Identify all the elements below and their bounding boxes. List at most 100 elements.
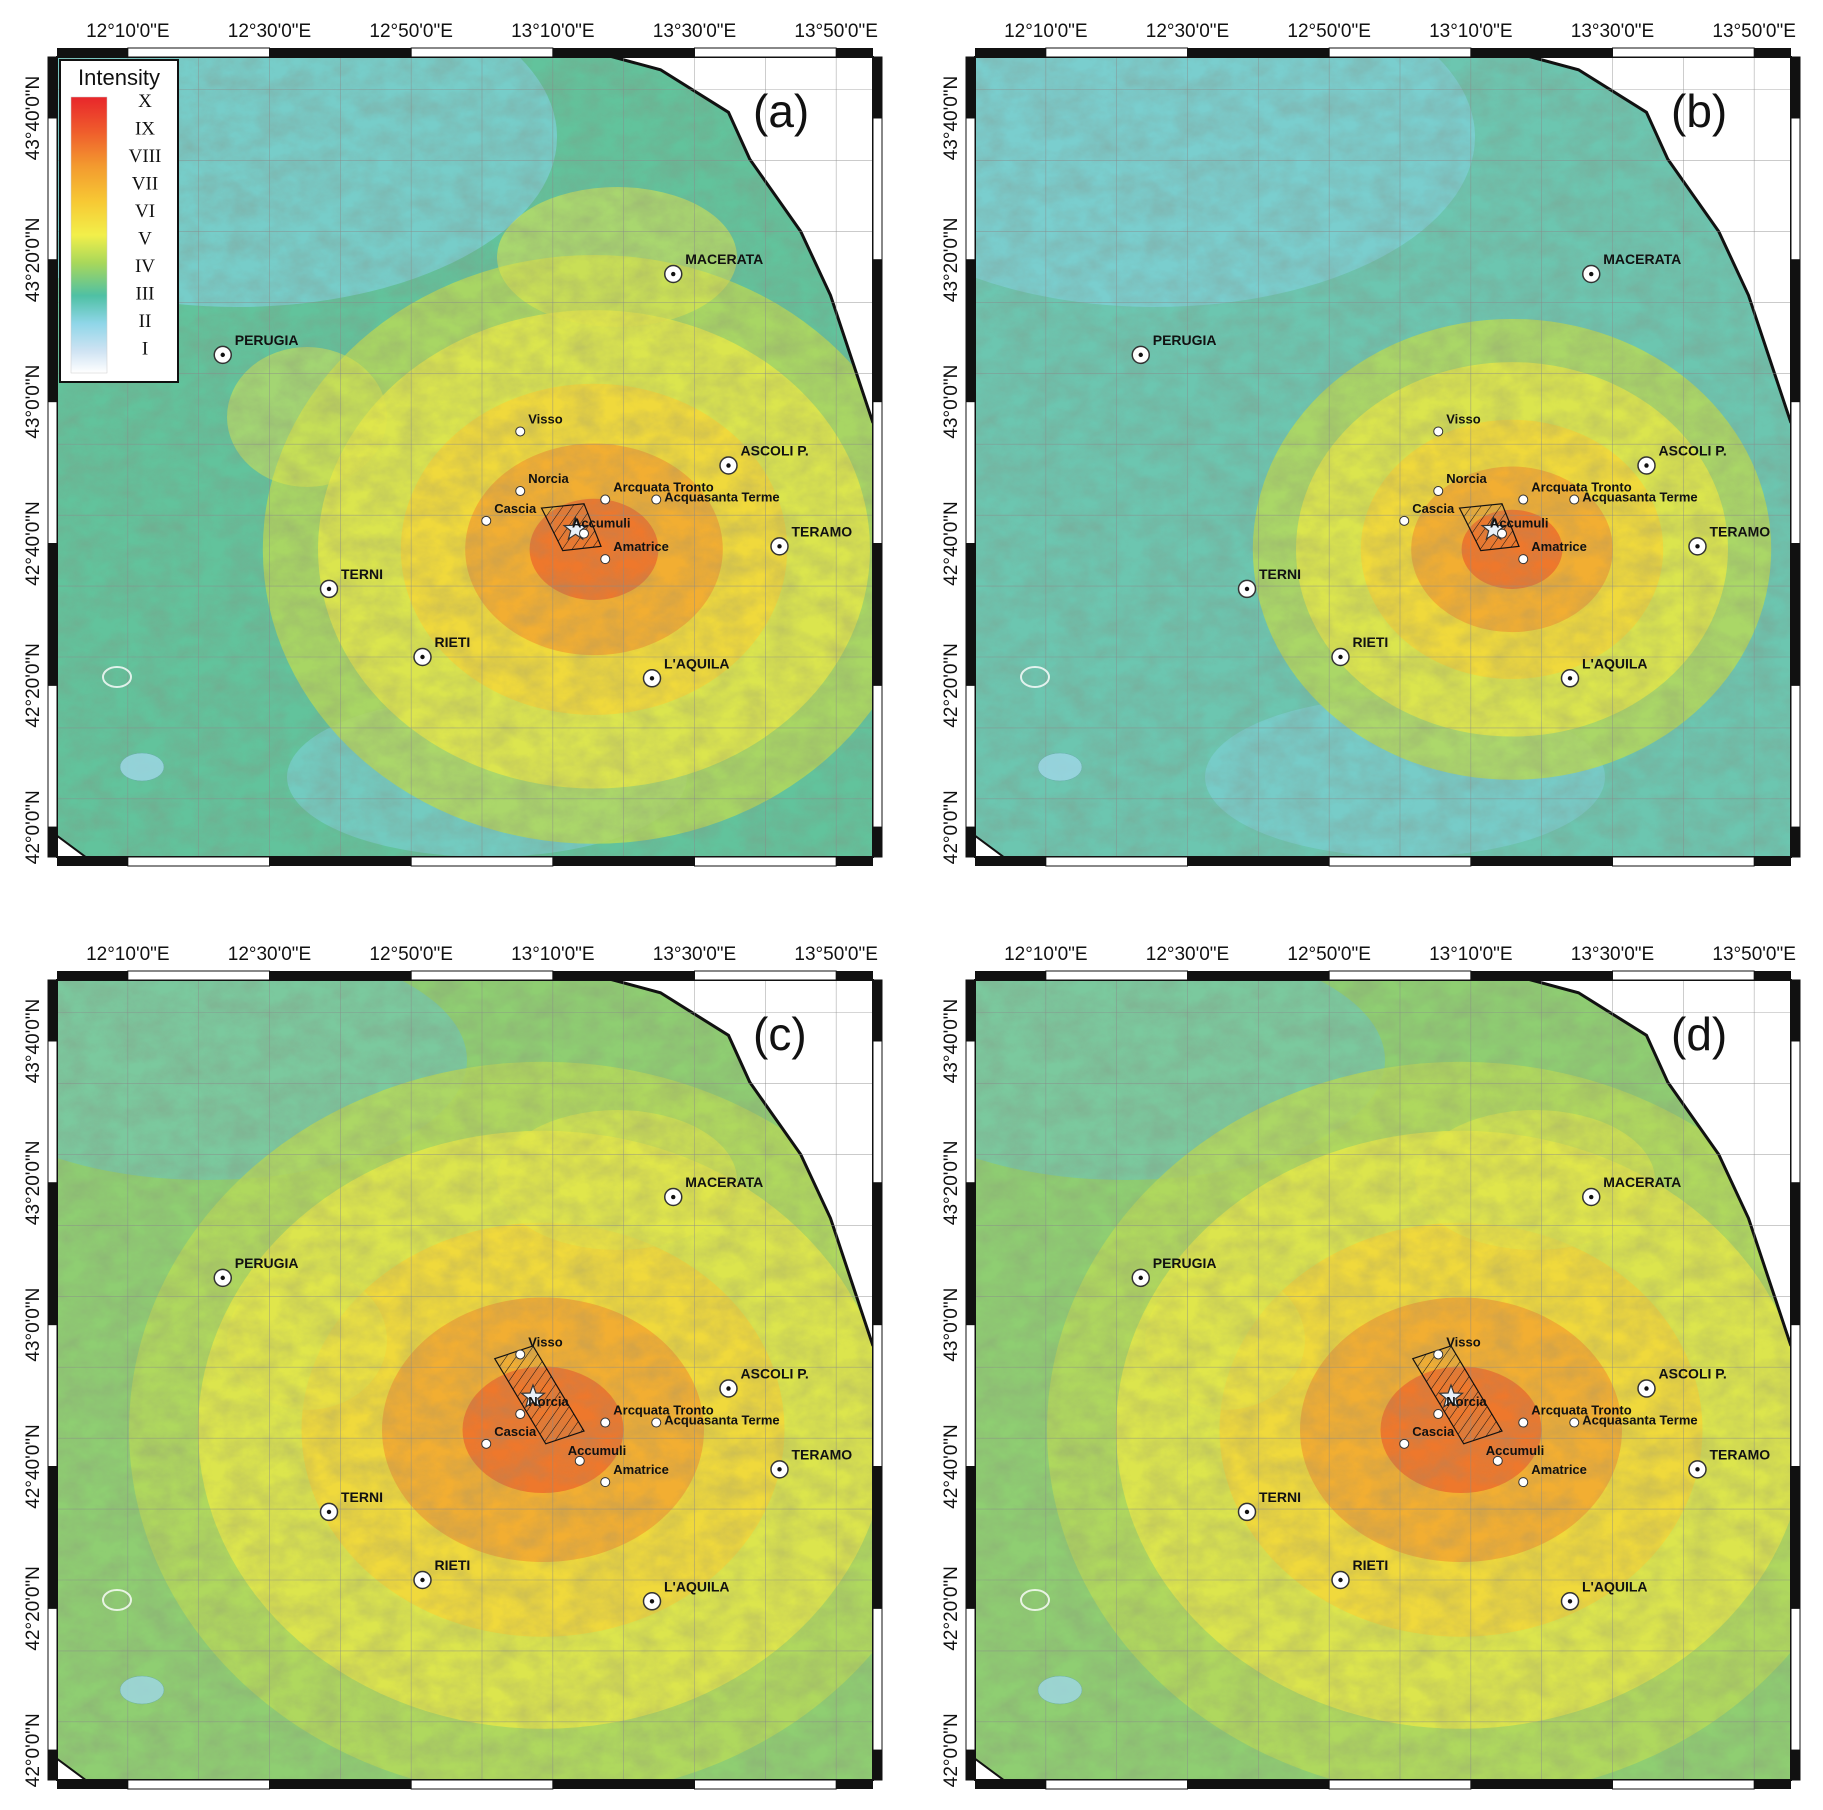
- map-panel-a: MACERATA PERUGIA ASCOLI P. TERAMO TERNI RIETI…: [23, 21, 883, 867]
- town-marker: Norcia: [515, 471, 569, 497]
- town-label: Cascia: [494, 1424, 537, 1439]
- latitude-label: 42°0'0"N: [23, 790, 44, 864]
- legend-level-label: IV: [135, 256, 155, 277]
- latitude-label: 43°20'0"N: [941, 218, 962, 303]
- city-marker: TERNI: [1237, 566, 1301, 599]
- map-area: MACERATA PERUGIA ASCOLI P. TERAMO TERNI RIETI…: [975, 57, 1791, 857]
- town-dot-icon: [515, 1409, 526, 1420]
- city-label: ASCOLI P.: [1659, 1366, 1727, 1382]
- city-dot-icon: [1244, 586, 1250, 592]
- town-label: Norcia: [528, 1394, 569, 1409]
- city-marker: TERNI: [319, 566, 383, 599]
- town-label: Acquasanta Terme: [1582, 1413, 1697, 1428]
- map-panel-b: MACERATA PERUGIA ASCOLI P. TERAMO TERNI RIETI…: [941, 21, 1801, 867]
- city-label: PERUGIA: [235, 1255, 299, 1271]
- town-label: Acquasanta Terme: [664, 1413, 779, 1428]
- crater-shape: [102, 1589, 132, 1611]
- epicenter-star-icon: [1480, 515, 1507, 541]
- latitude-label: 42°0'0"N: [941, 790, 962, 864]
- longitude-label: 13°30'0"E: [653, 944, 736, 965]
- city-label: TERNI: [1259, 1489, 1301, 1505]
- coastline: [1527, 980, 1791, 1347]
- longitude-label: 12°30'0"E: [1146, 21, 1229, 42]
- town-label: Arcquata Tronto: [613, 480, 713, 495]
- city-marker: TERAMO: [1688, 523, 1770, 556]
- latitude-label: 43°40'0"N: [23, 999, 44, 1084]
- legend-level-label: II: [139, 311, 152, 332]
- city-dot-icon: [1695, 1467, 1700, 1472]
- city-label: PERUGIA: [1153, 332, 1217, 348]
- town-label: Norcia: [1446, 471, 1487, 486]
- town-marker: Accumuli: [568, 1443, 626, 1466]
- map-frame: [965, 47, 1801, 867]
- latitude-label: 43°0'0"N: [23, 365, 44, 439]
- sea-corner: [57, 834, 88, 857]
- longitude-label: 12°10'0"E: [1004, 21, 1087, 42]
- city-dot-icon: [726, 463, 731, 468]
- coastline: [609, 57, 873, 424]
- town-marker: Accumuli: [1486, 1443, 1544, 1466]
- city-dot-icon: [777, 544, 782, 549]
- town-label: Visso: [1446, 411, 1481, 426]
- epicenter-star-icon: [519, 1383, 547, 1409]
- city-marker: ASCOLI P.: [719, 443, 809, 475]
- city-dot-icon: [220, 352, 225, 358]
- latitude-label: 43°20'0"N: [23, 218, 44, 303]
- adriatic-sea: [613, 980, 873, 1346]
- coastline: [1527, 57, 1791, 424]
- city-marker: PERUGIA: [213, 1255, 299, 1288]
- town-label: Amatrice: [613, 1462, 669, 1477]
- town-marker: Visso: [515, 1334, 563, 1360]
- longitude-label: 13°10'0"E: [511, 944, 594, 965]
- legend-title: Intensity: [78, 65, 160, 90]
- town-dot-icon: [1433, 486, 1444, 497]
- city-marker: RIETI: [413, 634, 470, 667]
- town-marker: Acquasanta Terme: [1569, 1413, 1698, 1428]
- city-label: TERNI: [341, 1489, 383, 1505]
- city-label: MACERATA: [1603, 1174, 1681, 1190]
- town-dot-icon: [515, 486, 526, 497]
- town-dot-icon: [1399, 515, 1410, 526]
- town-marker: Amatrice: [600, 539, 669, 565]
- latitude-label: 43°40'0"N: [23, 76, 44, 161]
- epicenter-star-icon: [562, 515, 589, 541]
- longitude-label: 13°10'0"E: [511, 21, 594, 42]
- longitude-label: 12°50'0"E: [369, 944, 452, 965]
- hillshade: [975, 980, 1791, 1780]
- city-dot-icon: [671, 1194, 676, 1200]
- city-label: TERNI: [1259, 566, 1301, 582]
- city-label: PERUGIA: [1153, 1255, 1217, 1271]
- town-label: Visso: [1446, 1334, 1481, 1349]
- crater-shape: [1020, 666, 1050, 688]
- city-label: MACERATA: [1603, 251, 1681, 267]
- legend-level-label: VII: [132, 174, 158, 195]
- town-marker: Amatrice: [1518, 1462, 1587, 1488]
- latitude-label: 43°0'0"N: [941, 365, 962, 439]
- city-label: TERAMO: [792, 1446, 853, 1462]
- town-dot-icon: [600, 494, 611, 505]
- epicenter-star-icon: [1437, 1383, 1465, 1409]
- city-label: MACERATA: [685, 1174, 763, 1190]
- latitude-label: 42°40'0"N: [23, 1424, 44, 1509]
- hillshade: [57, 980, 873, 1780]
- town-marker: Accumuli: [572, 516, 631, 539]
- latitude-label: 43°0'0"N: [23, 1288, 44, 1362]
- legend-level-label: X: [138, 91, 152, 112]
- town-label: Visso: [528, 411, 563, 426]
- town-label: Amatrice: [1531, 1462, 1587, 1477]
- town-label: Norcia: [1446, 1394, 1487, 1409]
- town-dot-icon: [574, 1455, 585, 1466]
- longitude-label: 12°30'0"E: [228, 21, 311, 42]
- city-marker: PERUGIA: [213, 332, 299, 365]
- city-dot-icon: [1567, 676, 1573, 681]
- sea-corner: [57, 1757, 88, 1780]
- city-label: PERUGIA: [235, 332, 299, 348]
- town-marker: Accumuli: [1490, 516, 1549, 539]
- lake-shape: [119, 1675, 165, 1705]
- city-dot-icon: [1138, 1275, 1143, 1281]
- city-dot-icon: [777, 1467, 782, 1472]
- city-label: TERAMO: [1710, 1446, 1771, 1462]
- town-marker: Acquasanta Terme: [651, 1413, 780, 1428]
